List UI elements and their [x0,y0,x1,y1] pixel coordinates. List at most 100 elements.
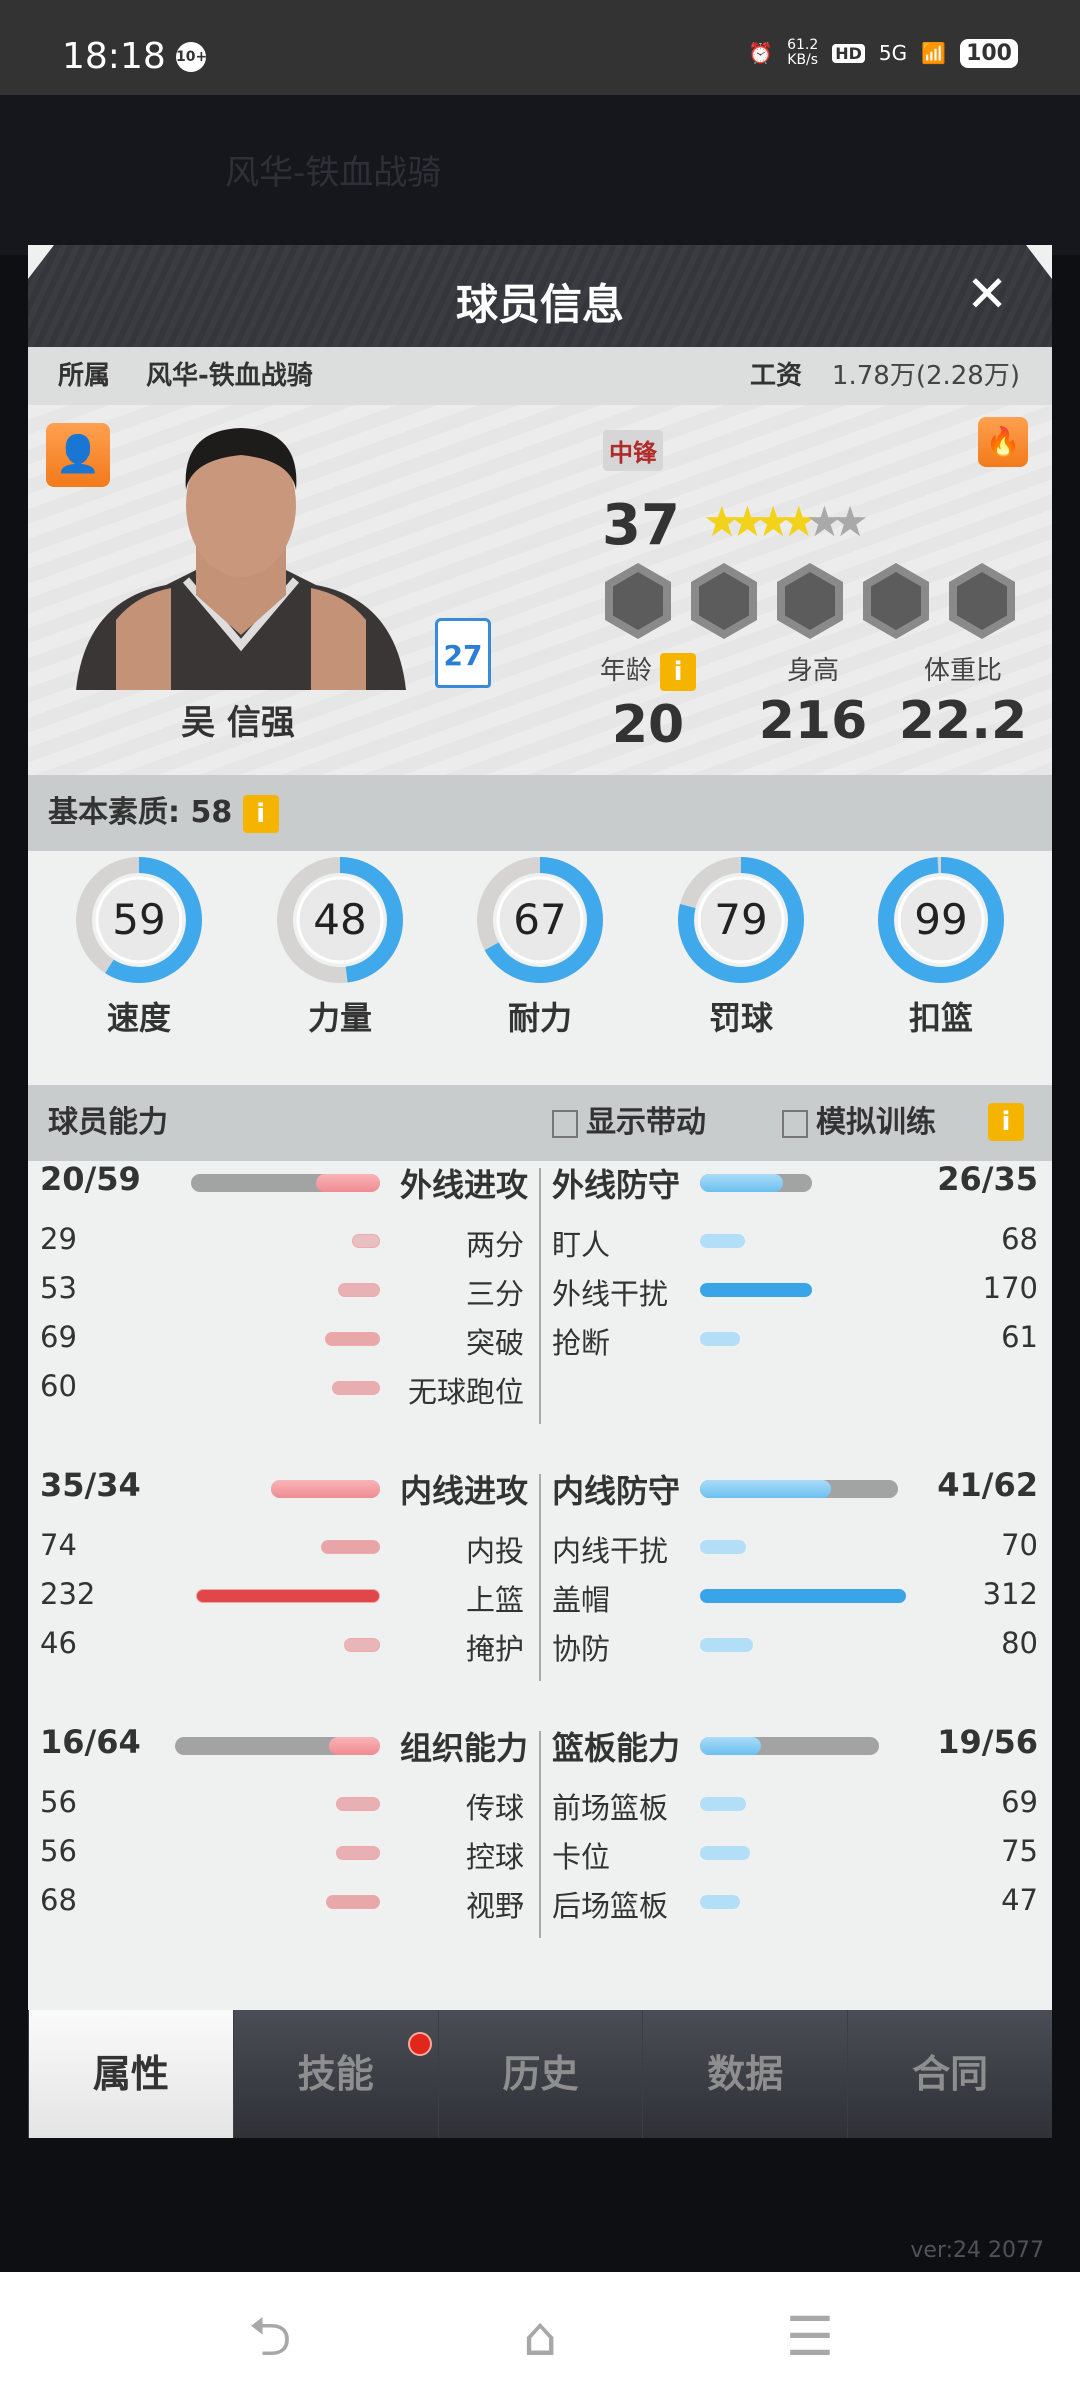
offense-stat-label: 无球跑位 [407,1375,524,1409]
defense-stat-value: 68 [1001,1222,1038,1256]
defense-stat-value: 70 [1001,1528,1038,1562]
sim-training-checkbox[interactable]: 模拟训练 [782,1107,936,1139]
defense-score: 19/56 [937,1723,1038,1761]
defense-stat-bar [700,1283,813,1297]
tab-label: 合同 [912,2052,989,2096]
ability-stats: 20/59 外线进攻 外线防守 26/35 29 两分 盯人 68 53 三分 外线干扰 170 69 突… [28,1160,1052,2010]
clock: 18:18 [62,36,166,77]
offense-progress-bar [175,1737,380,1755]
attribute-label: 罚球 [708,999,773,1037]
defense-stat-value: 80 [1001,1626,1038,1660]
defense-stat-label: 盯人 [552,1228,611,1262]
height-value: 216 [758,691,868,751]
tab-历史[interactable]: 历史 [437,2010,643,2138]
edit-player-icon[interactable]: 👤 [46,423,110,487]
offense-progress-bar [271,1480,380,1498]
defense-stat-bar [700,1797,746,1811]
offense-stat-label: 掩护 [465,1632,524,1666]
tab-label: 数据 [707,2052,784,2096]
system-nav-bar: ⮌ ⌂ ☰ [0,2272,1080,2400]
star-icon: ★ [779,497,817,546]
offense-stat-bar [352,1234,380,1248]
attribute-label: 耐力 [507,999,572,1037]
defense-stat-bar [700,1234,745,1248]
background-team-name: 风华-铁血战骑 [225,153,442,193]
wifi-icon: 📶 [921,41,947,65]
show-boost-label: 显示带动 [586,1105,706,1140]
ability-header: 球员能力 显示带动 模拟训练 i [28,1085,1052,1161]
weight-ratio-value: 22.2 [898,691,1028,751]
attribute-ring: 99 扣篮 [876,855,1006,1039]
team-value: 风华-铁血战骑 [146,361,313,391]
home-icon[interactable]: ⌂ [522,2305,558,2368]
show-boost-checkbox[interactable]: 显示带动 [552,1107,706,1139]
offense-stat-bar [196,1589,380,1603]
offense-stat-bar [325,1332,380,1346]
attribute-ring: 67 耐力 [475,855,605,1039]
team-label: 所属 [58,361,111,391]
hd-icon: HD [832,43,865,63]
checkbox-icon [552,1109,578,1138]
attribute-label: 速度 [106,999,171,1037]
star-icon: ★ [805,497,843,546]
defense-stat-value: 47 [1001,1883,1038,1917]
defense-stat-value: 170 [982,1271,1038,1305]
defense-stat-label: 内线干扰 [552,1534,669,1568]
column-divider [539,1731,541,1938]
info-icon[interactable]: i [988,1103,1024,1141]
info-icon[interactable]: i [242,794,279,833]
badge-slot-icon [863,563,929,639]
fire-icon[interactable]: 🔥 [978,417,1028,467]
offense-title: 外线进攻 [399,1166,528,1204]
defense-stat-label: 盖帽 [552,1583,611,1617]
attribute-ring: 59 速度 [74,855,204,1039]
offense-stat-bar [332,1381,380,1395]
tab-label: 属性 [92,2052,169,2096]
age-label: 年龄 [599,656,652,686]
tab-技能[interactable]: 技能 [232,2010,438,2138]
info-icon[interactable]: i [660,652,697,691]
notification-dot-icon [407,2032,432,2056]
attribute-label: 扣篮 [908,999,973,1037]
defense-title: 篮板能力 [552,1729,681,1767]
offense-stat-label: 传球 [465,1791,524,1825]
ring-value: 79 [714,895,767,944]
ring-value: 99 [914,895,967,944]
offense-stat-label: 突破 [465,1326,524,1360]
defense-stat-bar [700,1540,747,1554]
ring-fill [277,857,403,983]
badge-slot-icon [949,563,1015,639]
tab-数据[interactable]: 数据 [642,2010,847,2138]
offense-stat-value: 74 [40,1528,77,1562]
offense-stat-value: 56 [40,1834,77,1868]
defense-progress-bar [700,1480,899,1498]
attribute-ring: 48 力量 [275,855,405,1039]
column-divider [539,1474,541,1681]
ring-fill [477,857,603,983]
offense-stat-label: 视野 [465,1889,524,1923]
defense-stat-label: 卡位 [552,1840,611,1874]
offense-progress-bar [191,1174,380,1192]
defense-stat-bar [700,1589,906,1603]
close-icon[interactable]: ✕ [966,265,1008,323]
offense-stat-label: 上篮 [465,1583,524,1617]
menu-icon[interactable]: ☰ [785,2305,835,2368]
defense-progress-fill [700,1174,784,1192]
offense-score: 35/34 [40,1466,141,1504]
tab-label: 历史 [502,2052,579,2096]
defense-title: 内线防守 [552,1472,681,1510]
star-icon: ★ [831,497,868,546]
column-divider [539,1168,541,1424]
offense-title: 内线进攻 [399,1472,528,1510]
sim-training-label: 模拟训练 [816,1105,936,1140]
ring-fill [878,857,1004,983]
team-salary-strip: 所属 风华-铁血战骑 工资 1.78万(2.28万) [28,347,1052,405]
ring-value: 59 [112,895,165,944]
tab-属性[interactable]: 属性 [28,2010,233,2138]
defense-stat-bar [700,1638,753,1652]
defense-stat-value: 312 [982,1577,1038,1611]
back-icon[interactable]: ⮌ [248,2305,292,2368]
offense-stat-value: 68 [40,1883,77,1917]
defense-stat-value: 69 [1001,1785,1038,1819]
tab-合同[interactable]: 合同 [847,2010,1052,2138]
